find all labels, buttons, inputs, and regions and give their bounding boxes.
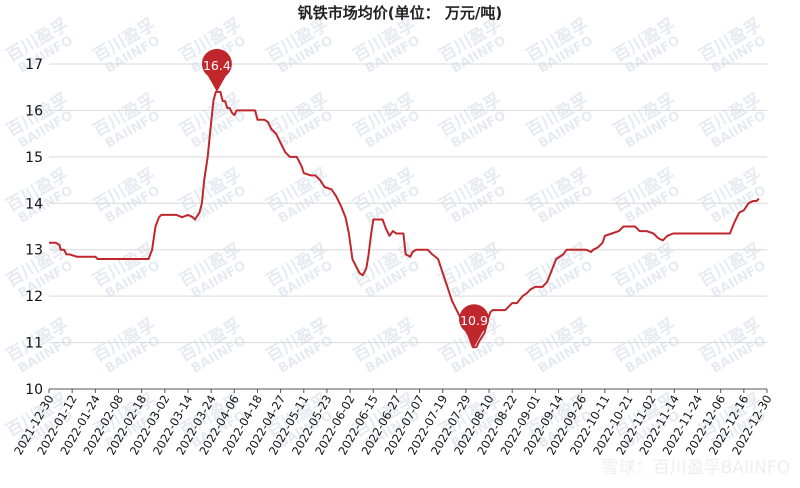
watermark: 百川盈孚BAIINFO <box>523 14 596 76</box>
watermark: 百川盈孚BAIINFO <box>436 164 509 226</box>
watermark: 百川盈孚BAIINFO <box>436 14 509 76</box>
annotations: 16.4 10.9 <box>201 48 490 348</box>
watermark: 百川盈孚BAIINFO <box>90 89 163 151</box>
watermark: 百川盈孚BAIINFO <box>696 14 769 76</box>
watermark: 百川盈孚BAIINFO <box>610 89 683 151</box>
watermark: 百川盈孚BAIINFO <box>90 14 163 76</box>
series-layer <box>49 90 760 349</box>
annotation-pin: 10.9 <box>459 304 490 348</box>
watermark: 百川盈孚BAIINFO <box>176 164 249 226</box>
watermark: 百川盈孚BAIINFO <box>350 14 423 76</box>
annotation-pin: 16.4 <box>201 48 232 92</box>
watermark: 百川盈孚BAIINFO <box>263 164 336 226</box>
watermark: 百川盈孚BAIINFO <box>263 89 336 151</box>
watermark: 百川盈孚BAIINFO <box>696 314 769 376</box>
watermark: 百川盈孚BAIINFO <box>523 314 596 376</box>
y-tick-label: 13 <box>25 243 43 259</box>
pin-marker <box>201 48 232 92</box>
watermark: 百川盈孚BAIINFO <box>263 239 336 301</box>
watermark: 百川盈孚BAIINFO <box>176 314 249 376</box>
watermark: 百川盈孚BAIINFO <box>350 314 423 376</box>
pin-label: 10.9 <box>460 313 488 328</box>
watermark: 百川盈孚BAIINFO <box>436 239 509 301</box>
y-tick-label: 15 <box>25 150 43 166</box>
watermark-layer: 百川盈孚BAIINFO百川盈孚BAIINFO百川盈孚BAIINFO百川盈孚BAI… <box>3 14 769 451</box>
watermark: 百川盈孚BAIINFO <box>523 89 596 151</box>
watermark: 百川盈孚BAIINFO <box>350 89 423 151</box>
watermark: 百川盈孚BAIINFO <box>696 89 769 151</box>
watermark: 百川盈孚BAIINFO <box>350 239 423 301</box>
watermark: 百川盈孚BAIINFO <box>176 239 249 301</box>
watermark: 百川盈孚BAIINFO <box>610 314 683 376</box>
y-tick-label: 17 <box>25 57 43 73</box>
watermark: 百川盈孚BAIINFO <box>90 164 163 226</box>
watermark: 百川盈孚BAIINFO <box>523 164 596 226</box>
watermark: 百川盈孚BAIINFO <box>263 314 336 376</box>
y-axis: 10 11 12 13 14 15 16 17 <box>25 57 43 398</box>
y-tick-label: 12 <box>25 289 43 305</box>
watermark: 百川盈孚BAIINFO <box>263 14 336 76</box>
gridlines <box>49 63 767 390</box>
watermark: 百川盈孚BAIINFO <box>436 89 509 151</box>
watermark: 百川盈孚BAIINFO <box>350 164 423 226</box>
y-tick-label: 10 <box>25 382 43 398</box>
watermark: 百川盈孚BAIINFO <box>610 164 683 226</box>
watermark: 百川盈孚BAIINFO <box>696 164 769 226</box>
source-credit: 雪球：百川盈孚BAIINFO <box>602 458 790 478</box>
watermark: 百川盈孚BAIINFO <box>90 314 163 376</box>
pin-marker <box>459 304 490 348</box>
chart-title: 钒铁市场均价(单位： 万元/吨) <box>298 4 502 22</box>
watermark: 百川盈孚BAIINFO <box>610 239 683 301</box>
watermark: 百川盈孚BAIINFO <box>90 239 163 301</box>
pin-label: 16.4 <box>203 58 231 73</box>
watermark: 百川盈孚BAIINFO <box>523 239 596 301</box>
watermark: 百川盈孚BAIINFO <box>610 14 683 76</box>
watermark: 百川盈孚BAIINFO <box>3 89 76 151</box>
y-tick-label: 11 <box>25 336 43 352</box>
y-tick-label: 14 <box>25 196 43 212</box>
watermark: 百川盈孚BAIINFO <box>696 239 769 301</box>
series-line <box>49 90 760 349</box>
y-tick-label: 16 <box>25 103 43 119</box>
